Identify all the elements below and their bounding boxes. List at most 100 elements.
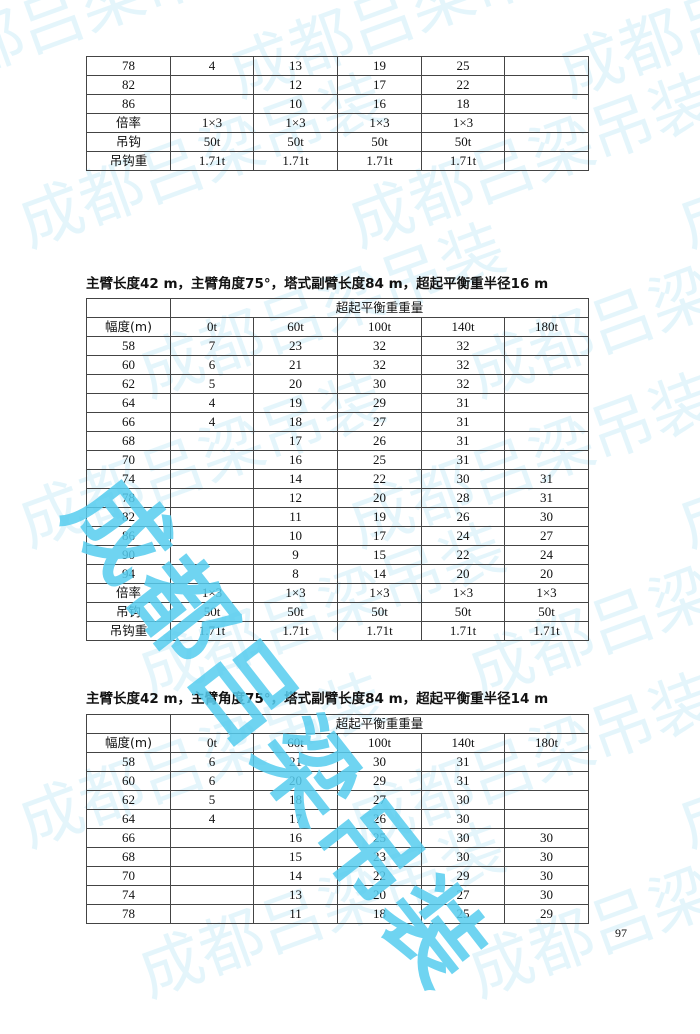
table-cell: 4	[170, 412, 254, 432]
row-label: 90	[86, 545, 171, 565]
table-cell	[504, 151, 589, 171]
table-row: 64 4 19 29 31	[86, 393, 589, 413]
row-label: 吊钩	[86, 132, 171, 152]
table-cell: 21	[253, 355, 338, 375]
row-label: 62	[86, 790, 171, 810]
table-cell: 50t	[253, 602, 338, 622]
table-cell: 30	[421, 809, 505, 829]
table-row: 68 17 26 31	[86, 431, 589, 451]
table-cell: 25	[337, 828, 422, 848]
table-cell: 30	[421, 828, 505, 848]
column-header: 180t	[504, 733, 589, 753]
table-cell: 16	[337, 94, 422, 114]
header-blank-cell	[86, 714, 171, 734]
row-label: 86	[86, 94, 171, 114]
table-row: 86 10 17 24 27	[86, 526, 589, 546]
row-label: 60	[86, 771, 171, 791]
table-cell: 31	[421, 431, 505, 451]
table-cell: 8	[253, 564, 338, 584]
row-label: 74	[86, 885, 171, 905]
table-cell: 50t	[421, 602, 505, 622]
row-label: 78	[86, 904, 171, 924]
row-label: 66	[86, 412, 171, 432]
row-label: 70	[86, 866, 171, 886]
table-cell: 31	[421, 393, 505, 413]
table-cell: 30	[421, 469, 505, 489]
table-cell	[504, 336, 589, 356]
table-cell: 20	[421, 564, 505, 584]
table-row: 82 11 19 26 30	[86, 507, 589, 527]
table-cell: 18	[253, 790, 338, 810]
table-cell: 30	[337, 752, 422, 772]
table-cell: 26	[337, 809, 422, 829]
table-row: 吊钩重 1.71t 1.71t 1.71t 1.71t 1.71t	[86, 621, 589, 641]
table-cell: 29	[504, 904, 589, 924]
table-cell: 20	[337, 885, 422, 905]
table-cell: 19	[337, 507, 422, 527]
row-label: 82	[86, 75, 171, 95]
table-cell	[170, 94, 254, 114]
table-row: 62 5 20 30 32	[86, 374, 589, 394]
table-row: 74 13 20 27 30	[86, 885, 589, 905]
table-cell: 25	[421, 56, 505, 76]
row-label: 78	[86, 488, 171, 508]
table-cell: 23	[337, 847, 422, 867]
table-cell: 14	[337, 564, 422, 584]
table-cell	[504, 790, 589, 810]
table-row: 78 4 13 19 25	[86, 56, 589, 76]
table-cell: 50t	[504, 602, 589, 622]
table-cell: 15	[337, 545, 422, 565]
table-row: 82 12 17 22	[86, 75, 589, 95]
table-cell: 12	[253, 75, 338, 95]
table-row: 62 5 18 27 30	[86, 790, 589, 810]
table-cell: 32	[337, 355, 422, 375]
table-cell	[504, 393, 589, 413]
table-cell: 7	[170, 336, 254, 356]
table-cell: 50t	[170, 132, 254, 152]
table-row: 58 6 21 30 31	[86, 752, 589, 772]
table-cell: 32	[337, 336, 422, 356]
table-row: 64 4 17 26 30	[86, 809, 589, 829]
table-cell: 20	[253, 374, 338, 394]
row-label: 68	[86, 431, 171, 451]
table-cell: 31	[421, 412, 505, 432]
table-cell: 29	[337, 393, 422, 413]
column-header: 60t	[253, 733, 338, 753]
row-label: 58	[86, 752, 171, 772]
table-row: 66 16 25 30 30	[86, 828, 589, 848]
table-cell: 30	[504, 507, 589, 527]
table-cell	[170, 545, 254, 565]
row-label: 86	[86, 526, 171, 546]
table-cell: 12	[253, 488, 338, 508]
table-row: 68 15 23 30 30	[86, 847, 589, 867]
table-cell: 1.71t	[337, 151, 422, 171]
table-cell: 1.71t	[170, 621, 254, 641]
table-cell: 31	[421, 450, 505, 470]
table-cell: 20	[253, 771, 338, 791]
table-cell: 20	[504, 564, 589, 584]
row-label: 66	[86, 828, 171, 848]
row-label: 64	[86, 393, 171, 413]
table-cell: 25	[421, 904, 505, 924]
table-cell	[170, 885, 254, 905]
table-row: 70 14 22 29 30	[86, 866, 589, 886]
table-cell: 14	[253, 469, 338, 489]
table-cell: 4	[170, 56, 254, 76]
table-cell: 4	[170, 393, 254, 413]
table-cell	[504, 56, 589, 76]
table-cell: 28	[421, 488, 505, 508]
load-table-3: 超起平衡重重量 幅度(m) 0t 60t 100t 140t 180t 58 6 21 30 31 60…	[86, 714, 589, 924]
table-cell	[504, 374, 589, 394]
table-row: 78 12 20 28 31	[86, 488, 589, 508]
table-cell: 32	[421, 336, 505, 356]
table-cell: 9	[253, 545, 338, 565]
table-cell	[504, 450, 589, 470]
table-cell: 22	[337, 469, 422, 489]
table-cell: 23	[253, 336, 338, 356]
table-cell: 30	[337, 374, 422, 394]
row-label: 58	[86, 336, 171, 356]
table-cell: 16	[253, 828, 338, 848]
table-cell: 1×3	[421, 113, 505, 133]
table-cell: 22	[421, 545, 505, 565]
table-cell: 4	[170, 809, 254, 829]
